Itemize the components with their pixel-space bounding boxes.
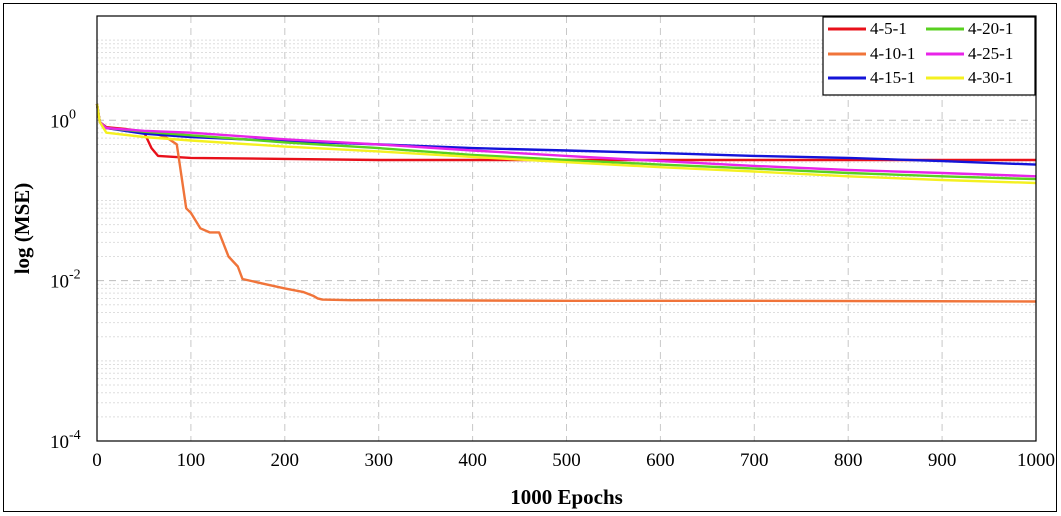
series-lines: [95, 103, 1037, 303]
x-tick-label: 200: [271, 450, 300, 471]
y-tick-label: 100: [50, 107, 76, 132]
legend-label: 4-20-1: [968, 19, 1013, 38]
x-tick-label: 700: [740, 450, 769, 471]
legend-label: 4-5-1: [870, 19, 907, 38]
legend-label: 4-15-1: [870, 68, 915, 87]
x-tick-label: 400: [458, 450, 487, 471]
x-tick-label: 1000: [1017, 450, 1055, 471]
x-tick-label: 0: [92, 450, 102, 471]
series-line-4-30-1: [95, 103, 1037, 185]
x-tick-label: 800: [834, 450, 863, 471]
x-axis-title: 1000 Epochs: [510, 485, 623, 509]
plot-area-border: [96, 15, 1037, 442]
y-axis-title: log (MSE): [10, 183, 34, 275]
x-tick-label: 600: [646, 450, 675, 471]
legend-label: 4-10-1: [870, 44, 915, 63]
x-tick-label: 500: [552, 450, 581, 471]
x-tick-label: 900: [928, 450, 957, 471]
tick-labels: 0 100 200 300 400 500 600 700 800 900 1000 100 10-2 1…: [50, 107, 1055, 471]
y-tick-label: 10-4: [50, 428, 81, 453]
series-line-4-25-1: [95, 103, 1037, 178]
x-tick-label: 100: [177, 450, 206, 471]
grid: [97, 16, 1036, 441]
legend-label: 4-25-1: [968, 44, 1013, 63]
legend: 4-5-1 4-10-1 4-15-1 4-20-1 4-25-1 4-30-1: [822, 16, 1036, 96]
legend-label: 4-30-1: [968, 68, 1013, 87]
x-tick-label: 300: [364, 450, 393, 471]
y-tick-label: 10-2: [50, 268, 81, 293]
